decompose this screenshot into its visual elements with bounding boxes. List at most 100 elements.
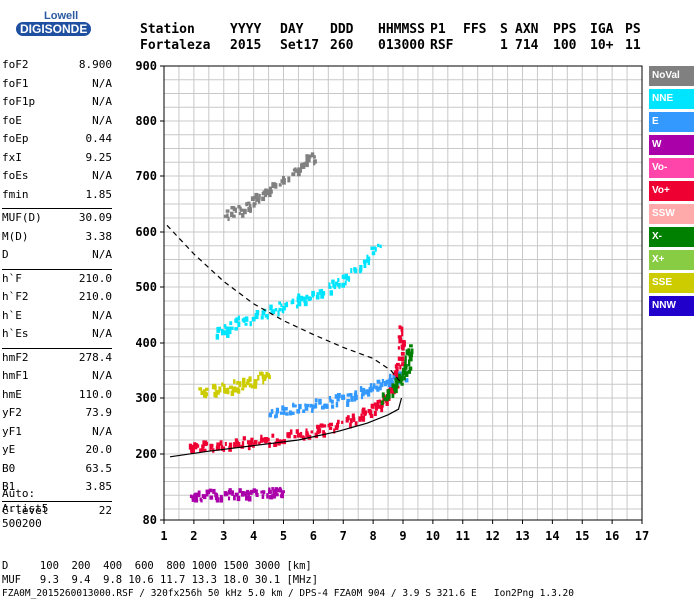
echo-point <box>329 398 332 403</box>
echo-point <box>275 407 280 414</box>
echo-point <box>346 398 350 403</box>
echo-point <box>235 317 239 324</box>
echo-point <box>371 251 376 256</box>
header-label-1: YYYY <box>230 22 262 37</box>
echo-point <box>281 405 285 411</box>
echo-point <box>391 388 396 395</box>
echo-point <box>369 383 373 388</box>
echo-point <box>397 346 400 350</box>
echo-point <box>359 386 363 392</box>
param-separator <box>2 208 112 209</box>
echo-point <box>275 411 278 416</box>
echo-point <box>387 382 392 388</box>
echo-point <box>264 193 268 198</box>
echo-point <box>322 291 326 296</box>
echo-point <box>305 428 308 432</box>
echo-point <box>287 176 291 183</box>
echo-point <box>249 321 252 327</box>
echo-point <box>300 431 303 438</box>
echo-point <box>243 491 248 496</box>
echo-point <box>377 243 380 248</box>
echo-point <box>230 205 234 210</box>
echo-point <box>381 378 385 384</box>
param-name: MUF(D) <box>2 211 42 224</box>
echo-point <box>367 256 371 262</box>
echo-point <box>214 495 219 501</box>
echo-point <box>248 207 252 213</box>
echo-point <box>242 377 246 384</box>
echo-point <box>359 264 363 271</box>
echo-point <box>223 491 228 497</box>
param-name: fmin <box>2 187 29 201</box>
echo-point <box>300 164 304 168</box>
echo-point <box>237 205 241 209</box>
y-tick-label: 300 <box>135 391 157 405</box>
echo-point <box>229 329 232 335</box>
echo-point <box>280 303 283 307</box>
echo-point <box>395 366 399 371</box>
echo-point <box>270 494 274 500</box>
param-name: fxI <box>2 150 22 164</box>
echo-point <box>303 297 307 303</box>
echo-point <box>236 495 241 502</box>
echo-point <box>255 493 259 497</box>
echo-point <box>350 395 354 402</box>
echo-point <box>394 369 399 374</box>
echo-point <box>363 390 367 395</box>
param-name: hmE <box>2 387 22 401</box>
y-tick-label: 600 <box>135 225 157 239</box>
header-value-2: Set17 <box>280 38 320 53</box>
echo-point <box>215 333 220 340</box>
echo-point <box>274 308 278 312</box>
param-row: D N/A <box>2 248 112 267</box>
echo-point <box>252 488 257 494</box>
echo-point <box>188 443 193 450</box>
echo-point <box>217 390 220 395</box>
echo-point <box>224 441 227 446</box>
echo-point <box>401 371 404 376</box>
echo-point <box>344 280 347 286</box>
param-row: B1 3.85 <box>2 480 112 499</box>
echo-point <box>400 351 405 356</box>
echo-point <box>272 309 276 314</box>
echo-point <box>385 379 390 385</box>
echo-point <box>280 492 285 498</box>
echo-point <box>241 387 245 391</box>
echo-point <box>258 441 261 445</box>
echo-point <box>232 214 236 218</box>
echo-point <box>285 412 289 416</box>
echo-point <box>380 400 384 406</box>
echo-point <box>262 190 266 195</box>
echo-point <box>314 432 319 439</box>
echo-point <box>274 183 278 189</box>
echo-point <box>227 389 230 395</box>
echo-trace <box>223 152 317 222</box>
echo-point <box>307 296 312 301</box>
echo-point <box>306 158 311 163</box>
echo-point <box>380 406 384 413</box>
echo-point <box>297 301 302 307</box>
echo-point <box>379 244 382 249</box>
param-value: 8.900 <box>78 58 112 71</box>
echo-point <box>226 332 230 338</box>
echo-point <box>372 383 376 389</box>
echo-point <box>410 351 414 357</box>
header-value-10: 10+ <box>590 38 614 53</box>
echo-point <box>198 387 203 391</box>
echo-point <box>268 412 272 418</box>
echo-point <box>279 486 282 491</box>
echo-point <box>277 310 280 317</box>
echo-trace <box>198 371 271 399</box>
param-name: foE <box>2 113 22 127</box>
param-name: yF1 <box>2 424 22 438</box>
echo-point <box>403 376 406 381</box>
echo-point <box>373 402 378 406</box>
echo-point <box>294 168 299 173</box>
echo-point <box>397 356 401 361</box>
echo-point <box>404 371 409 377</box>
param-value: 278.4 <box>78 350 112 364</box>
echo-point <box>302 409 306 414</box>
echo-point <box>350 268 353 274</box>
echo-point <box>378 385 382 391</box>
echo-point <box>398 338 403 344</box>
